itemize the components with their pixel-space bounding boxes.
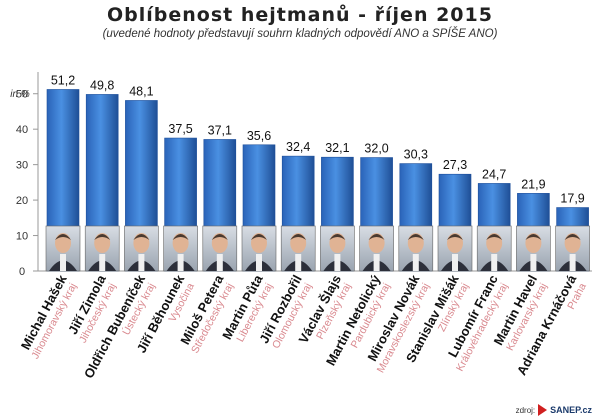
data-label: 24,7	[482, 167, 506, 181]
face-shape	[368, 233, 385, 253]
hair-shape	[251, 234, 267, 240]
hair-shape	[290, 234, 307, 240]
y-tick-label: 20	[16, 195, 28, 207]
data-label: 37,1	[208, 123, 232, 137]
source-label: zdroj:	[515, 405, 536, 415]
portrait-photo	[476, 225, 512, 272]
y-tick-label: 10	[16, 231, 28, 243]
shirt-shape	[373, 254, 380, 271]
face-shape	[55, 233, 71, 253]
chart-title: Oblíbenost hejtmanů - říjen 2015	[107, 4, 493, 26]
shirt-shape	[60, 254, 66, 271]
shirt-shape	[334, 254, 341, 271]
hair-shape	[486, 234, 503, 240]
data-label: 32,1	[325, 141, 349, 155]
hair-shape	[525, 234, 542, 240]
portrait-photo	[45, 225, 81, 272]
portrait-photo	[398, 225, 434, 272]
face-shape	[94, 233, 111, 253]
shirt-shape	[177, 254, 184, 271]
hair-shape	[447, 234, 463, 240]
data-label: 27,3	[443, 158, 467, 172]
data-label: 37,5	[168, 122, 192, 136]
shirt-shape	[138, 254, 145, 271]
y-tick-label: 40	[16, 124, 28, 136]
hair-shape	[55, 234, 71, 240]
hair-shape	[407, 234, 424, 240]
face-shape	[251, 233, 267, 253]
shirt-shape	[295, 254, 302, 271]
hair-shape	[368, 234, 385, 240]
shirt-shape	[452, 254, 458, 271]
y-tick-label: 30	[16, 160, 28, 172]
face-shape	[133, 233, 150, 253]
face-shape	[447, 233, 463, 253]
portrait-photo	[241, 225, 277, 272]
face-shape	[564, 233, 581, 253]
hair-shape	[172, 234, 189, 240]
portrait-photo	[359, 225, 394, 272]
hair-shape	[329, 234, 346, 240]
data-label: 51,2	[51, 73, 75, 87]
data-label: 30,3	[404, 148, 428, 162]
face-shape	[211, 233, 228, 253]
y-unit-label: in %	[10, 89, 30, 100]
source-credit: zdroj: SANEP.cz	[516, 404, 592, 416]
portrait-photo	[84, 225, 120, 272]
portrait-photo	[280, 225, 316, 272]
y-tick-label: 0	[19, 266, 25, 278]
data-label: 48,1	[129, 84, 153, 98]
sanep-logo-icon	[538, 404, 548, 416]
hair-shape	[564, 234, 581, 240]
data-label: 32,4	[286, 140, 310, 154]
portrait-photo	[163, 225, 198, 272]
portrait-photo	[124, 225, 159, 272]
portrait-photo	[320, 225, 355, 272]
data-label: 21,9	[521, 177, 545, 191]
data-label: 49,8	[90, 78, 114, 92]
data-label: 32,0	[364, 142, 388, 156]
hair-shape	[133, 234, 150, 240]
shirt-shape	[569, 254, 576, 271]
face-shape	[329, 233, 346, 253]
shirt-shape	[530, 254, 537, 271]
portrait-photo	[516, 225, 551, 272]
face-shape	[486, 233, 503, 253]
y-tick-label: 50	[16, 89, 28, 101]
shirt-shape	[99, 254, 106, 271]
shirt-shape	[256, 254, 262, 271]
data-label: 17,9	[560, 192, 584, 206]
shirt-shape	[491, 254, 498, 271]
hair-shape	[94, 234, 111, 240]
shirt-shape	[216, 254, 223, 271]
face-shape	[290, 233, 307, 253]
shirt-shape	[412, 254, 419, 271]
hair-shape	[211, 234, 228, 240]
face-shape	[525, 233, 542, 253]
chart-subtitle: (uvedené hodnoty představují souhrn klad…	[102, 28, 498, 40]
face-shape	[407, 233, 424, 253]
face-shape	[172, 233, 189, 253]
data-label: 35,6	[247, 129, 271, 143]
portrait-photo	[437, 225, 473, 272]
source-brand: SANEP.cz	[550, 405, 592, 415]
portrait-photo	[555, 225, 590, 272]
portrait-photo	[202, 225, 238, 272]
